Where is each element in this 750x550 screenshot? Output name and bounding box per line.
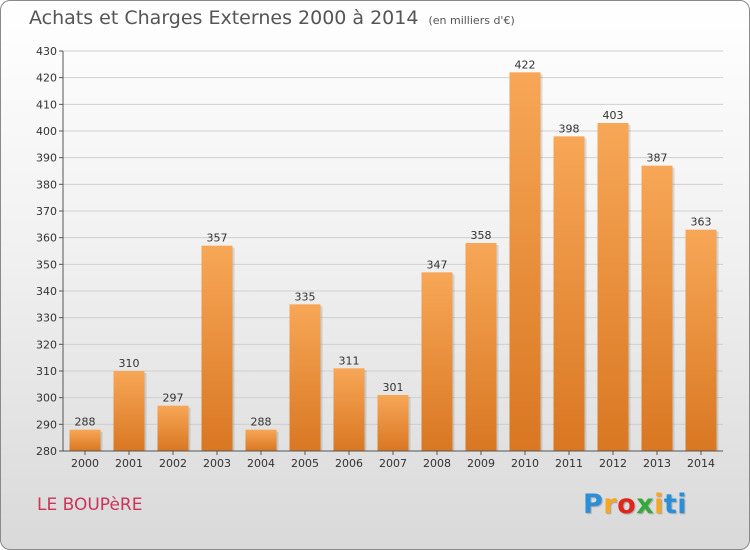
y-tick-label: 390 <box>36 152 57 165</box>
x-tick-label: 2004 <box>247 457 275 470</box>
y-tick-label: 330 <box>36 312 57 325</box>
x-tick-label: 2009 <box>467 457 495 470</box>
x-tick-label: 2001 <box>115 457 143 470</box>
data-label: 311 <box>339 354 360 367</box>
x-tick-label: 2003 <box>203 457 231 470</box>
bar-2012[interactable] <box>597 123 629 451</box>
town-name: LE BOUPèRE <box>37 495 143 515</box>
bar-2011[interactable] <box>553 136 585 452</box>
data-label: 357 <box>207 232 228 245</box>
data-label: 335 <box>295 290 316 303</box>
data-label: 310 <box>119 357 140 370</box>
bars <box>69 72 719 452</box>
data-label: 422 <box>515 58 536 71</box>
x-tick-label: 2005 <box>291 457 319 470</box>
logo-letter: o <box>617 489 637 520</box>
data-label: 363 <box>691 216 712 229</box>
x-tick-label: 2000 <box>71 457 99 470</box>
bar-2002[interactable] <box>157 405 189 451</box>
y-tick-label: 370 <box>36 205 57 218</box>
data-label: 288 <box>251 416 272 429</box>
bar-2013[interactable] <box>641 165 673 451</box>
y-tick-label: 400 <box>36 125 57 138</box>
bar-2010[interactable] <box>509 72 541 451</box>
bar-2008[interactable] <box>421 272 453 451</box>
logo-letter: r <box>603 489 618 520</box>
x-tick-label: 2010 <box>511 457 539 470</box>
x-tick-label: 2002 <box>159 457 187 470</box>
data-label: 288 <box>75 416 96 429</box>
x-axis-ticks: 2000 2001 2002 2003 2004 2005 2006 2007 2008 2009… <box>71 451 715 470</box>
bar-2001[interactable] <box>113 371 145 451</box>
data-label: 398 <box>559 122 580 135</box>
y-tick-label: 350 <box>36 258 57 271</box>
logo-letter: i <box>654 489 664 520</box>
x-tick-label: 2013 <box>643 457 671 470</box>
y-tick-label: 340 <box>36 285 57 298</box>
x-tick-label: 2014 <box>687 457 715 470</box>
logo-letter: ti <box>663 489 688 520</box>
bar-2003[interactable] <box>201 245 233 451</box>
bar-2014[interactable] <box>685 229 717 451</box>
bar-2004[interactable] <box>245 429 277 451</box>
y-tick-label: 280 <box>36 445 57 458</box>
y-tick-label: 380 <box>36 178 57 191</box>
x-tick-label: 2006 <box>335 457 363 470</box>
data-label: 358 <box>471 229 492 242</box>
bar-2009[interactable] <box>465 243 497 451</box>
bar-2007[interactable] <box>377 395 409 451</box>
y-tick-label: 410 <box>36 98 57 111</box>
x-tick-label: 2011 <box>555 457 583 470</box>
data-label: 297 <box>163 392 184 405</box>
x-tick-label: 2012 <box>599 457 627 470</box>
x-tick-label: 2007 <box>379 457 407 470</box>
y-tick-label: 430 <box>36 45 57 58</box>
bar-2005[interactable] <box>289 304 321 451</box>
proxiti-logo[interactable]: Proxiti <box>583 489 687 520</box>
y-tick-label: 300 <box>36 392 57 405</box>
chart-title: Achats et Charges Externes 2000 à 2014 (e… <box>29 7 515 29</box>
y-tick-label: 290 <box>36 418 57 431</box>
data-label: 301 <box>383 381 404 394</box>
y-tick-label: 320 <box>36 338 57 351</box>
data-label: 403 <box>603 109 624 122</box>
data-label: 387 <box>647 152 668 165</box>
title-text: Achats et Charges Externes 2000 à 2014 <box>29 7 419 29</box>
y-tick-label: 310 <box>36 365 57 378</box>
data-label: 347 <box>427 258 448 271</box>
y-tick-label: 420 <box>36 72 57 85</box>
axes <box>62 51 723 452</box>
data-labels: 288 310 297 357 288 335 311 301 347 358 422 398 403 3… <box>75 58 712 428</box>
logo-letter: x <box>636 489 655 520</box>
y-tick-label: 360 <box>36 232 57 245</box>
x-tick-label: 2008 <box>423 457 451 470</box>
logo-letter: P <box>583 489 604 520</box>
unit-label: (en milliers d'€) <box>428 14 515 27</box>
bar-2006[interactable] <box>333 368 365 451</box>
y-axis-ticks: 280 290 300 310 320 330 340 350 360 370 380 390 400 4… <box>36 45 63 458</box>
bar-2000[interactable] <box>69 429 101 451</box>
